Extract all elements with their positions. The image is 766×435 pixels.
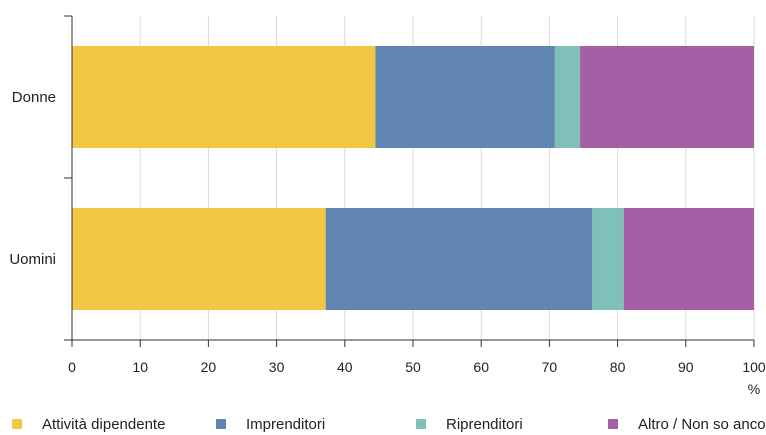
x-tick-label: 40	[337, 359, 353, 375]
category-label: Donne	[12, 89, 56, 106]
bar-segment	[592, 208, 624, 310]
category-labels: Donne Uomini	[9, 89, 56, 268]
x-tick-label: 80	[610, 359, 626, 375]
bar-segment	[580, 46, 754, 148]
x-tick-label: 0	[68, 359, 76, 375]
bars-group	[72, 46, 754, 310]
legend-label: Altro / Non so ancora	[638, 416, 766, 433]
legend-label: Attività dipendente	[42, 416, 165, 433]
x-tick-label: 90	[678, 359, 694, 375]
x-unit-label: %	[748, 381, 760, 397]
bar-segment	[623, 208, 754, 310]
x-tick-label: 20	[201, 359, 217, 375]
x-tick-label: 60	[473, 359, 489, 375]
bar-segment	[554, 46, 581, 148]
legend-swatch	[12, 419, 22, 429]
x-tick-label: 100	[742, 359, 766, 375]
legend: Attività dipendente Imprenditori Riprendit…	[12, 416, 766, 433]
x-tick-labels: 0 10 20 30 40 50 60 70 80 90 100	[68, 340, 766, 375]
bar-segment	[375, 46, 555, 148]
bar-segment	[72, 46, 376, 148]
legend-label: Riprenditori	[446, 416, 523, 433]
x-tick-label: 30	[269, 359, 285, 375]
legend-swatch	[608, 419, 618, 429]
x-tick-label: 70	[542, 359, 558, 375]
bar-segment	[325, 208, 593, 310]
category-label: Uomini	[9, 251, 56, 268]
x-tick-label: 10	[132, 359, 148, 375]
x-tick-label: 50	[405, 359, 421, 375]
legend-label: Imprenditori	[246, 416, 325, 433]
bar-segment	[72, 208, 326, 310]
legend-swatch	[416, 419, 426, 429]
legend-swatch	[216, 419, 226, 429]
